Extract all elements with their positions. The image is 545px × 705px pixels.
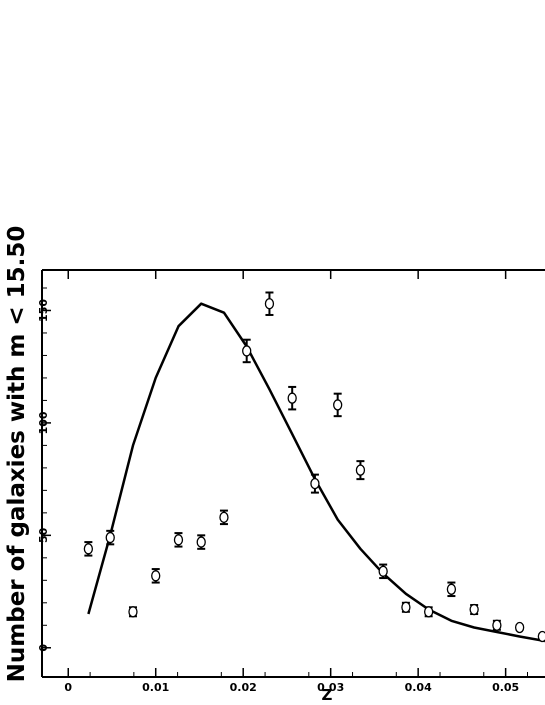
data-point <box>242 338 252 364</box>
data-point <box>151 568 161 584</box>
point-marker <box>242 345 252 357</box>
x-tick-label: 0.02 <box>230 681 257 694</box>
x-tick-label: 0.05 <box>492 681 519 694</box>
data-point <box>537 630 545 643</box>
y-tick-label: 50 <box>37 527 50 543</box>
data-point <box>355 460 366 481</box>
point-marker <box>310 477 320 490</box>
data-point <box>196 534 206 550</box>
data-point <box>492 619 502 631</box>
point-marker <box>173 534 184 546</box>
point-marker <box>355 464 366 476</box>
data-points-layer <box>83 291 545 643</box>
data-point <box>128 606 138 618</box>
y-tick-label: 0 <box>37 644 50 652</box>
point-marker <box>287 392 297 404</box>
data-point <box>287 385 297 411</box>
y-axis-label: Number of galaxies with m < 15.50 <box>4 226 30 683</box>
data-point <box>310 473 320 494</box>
data-point <box>219 509 229 526</box>
x-tick-label: 0.01 <box>142 681 169 694</box>
point-marker <box>83 543 94 555</box>
x-tick-label: 0.03 <box>317 681 344 694</box>
x-axis-label: Z <box>322 686 333 704</box>
point-marker <box>378 565 388 577</box>
data-point <box>378 563 388 580</box>
data-point <box>333 392 343 418</box>
point-marker <box>537 630 545 643</box>
x-tick-label: 0.04 <box>405 681 432 694</box>
data-point <box>446 581 457 598</box>
point-marker <box>151 570 161 582</box>
labels-layer: 0 0.01 0.02 0.03 0.04 0.05 0 50 100 150 <box>37 299 519 694</box>
point-marker <box>424 606 434 618</box>
data-point <box>83 541 94 557</box>
point-marker <box>469 603 479 616</box>
data-point <box>514 621 525 634</box>
data-point <box>264 291 275 316</box>
data-point <box>105 529 115 546</box>
x-tick-label: 0 <box>64 681 72 694</box>
point-marker <box>264 298 275 310</box>
data-point <box>173 532 184 548</box>
point-marker <box>446 583 457 595</box>
axes <box>41 269 545 678</box>
y-tick-label: 150 <box>37 299 50 322</box>
point-marker <box>401 601 411 613</box>
point-marker <box>333 399 343 411</box>
y-tick-label: 100 <box>37 411 50 434</box>
point-marker <box>105 531 115 544</box>
point-marker <box>219 511 229 523</box>
data-point <box>401 601 411 613</box>
point-marker <box>128 606 138 618</box>
point-marker <box>514 621 525 634</box>
data-point <box>424 606 434 618</box>
data-point <box>469 603 479 616</box>
point-marker <box>196 536 206 548</box>
point-marker <box>492 619 502 631</box>
